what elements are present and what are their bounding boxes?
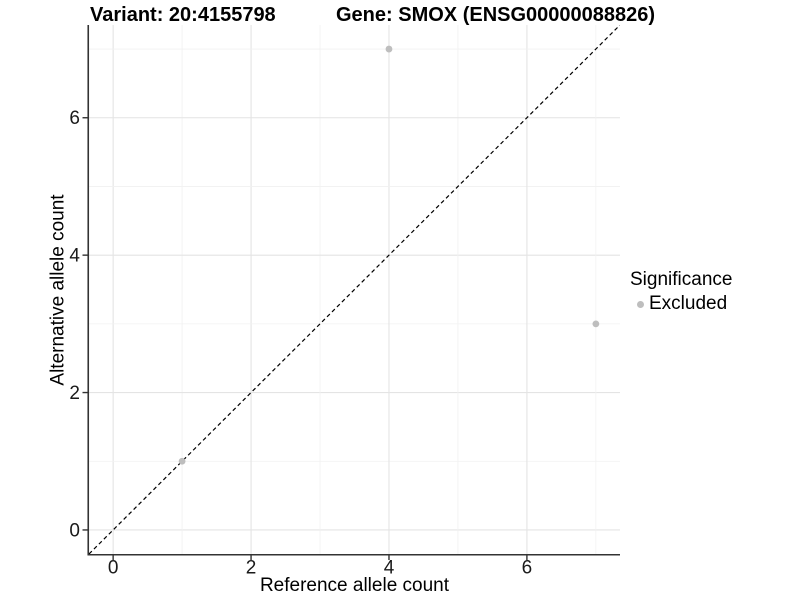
x-axis-title: Reference allele count (259, 575, 450, 596)
legend-item-excluded: Excluded (630, 292, 732, 315)
y-tick-label: 4 (69, 246, 80, 267)
x-tick-label: 6 (522, 558, 533, 579)
y-tick-label: 0 (69, 520, 80, 541)
x-tick-label: 0 (108, 558, 119, 579)
data-point (592, 320, 600, 328)
y-axis-title: Alternative allele count (47, 194, 69, 386)
legend: Significance Excluded (630, 269, 733, 315)
gene-title: Gene: SMOX (ENSG00000088826) (336, 4, 656, 26)
legend-title: Significance (630, 269, 733, 290)
data-point (385, 45, 393, 53)
identity-dashed-line (89, 25, 620, 554)
y-tick-label: 2 (69, 383, 80, 404)
x-tick-label: 2 (246, 558, 257, 579)
y-tick-label: 6 (69, 108, 80, 129)
data-point (178, 457, 186, 465)
x-tick-label: 4 (384, 558, 395, 579)
legend-item-label: Excluded (649, 292, 728, 314)
legend-point-icon (637, 300, 644, 308)
variant-title: Variant: 20:4155798 (90, 4, 276, 26)
